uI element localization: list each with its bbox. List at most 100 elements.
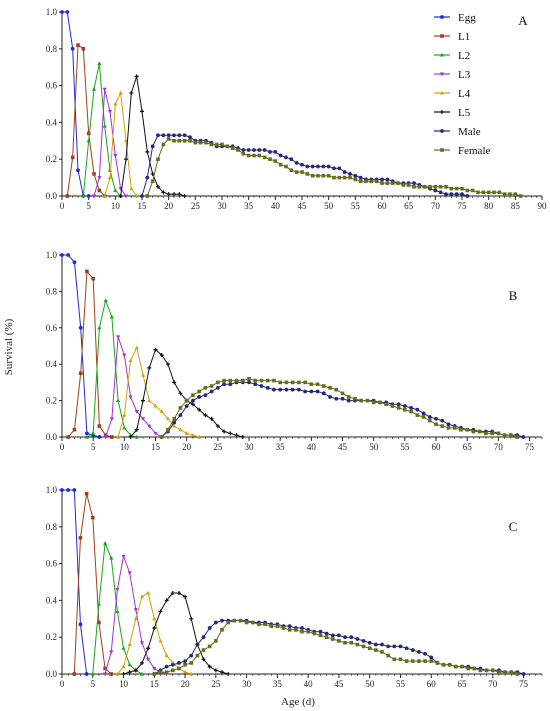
data-point xyxy=(164,653,169,658)
data-point xyxy=(315,389,320,394)
data-point xyxy=(309,382,314,387)
data-point xyxy=(220,618,224,623)
data-point xyxy=(236,148,240,152)
data-point xyxy=(172,380,177,385)
data-point xyxy=(198,140,203,145)
data-point xyxy=(253,382,258,387)
data-point xyxy=(116,398,121,403)
data-point xyxy=(471,429,476,434)
data-point xyxy=(238,618,243,623)
legend-label: L2 xyxy=(458,50,470,62)
series-line-l1 xyxy=(66,44,106,197)
x-tick-label: 25 xyxy=(211,679,221,689)
legend-label: L1 xyxy=(458,31,470,43)
data-point xyxy=(324,635,329,639)
data-point xyxy=(433,188,438,193)
data-point xyxy=(102,193,107,198)
x-tick-label: 40 xyxy=(304,679,314,689)
data-point xyxy=(128,395,133,400)
data-point xyxy=(232,618,237,623)
x-tick-label: 10 xyxy=(111,201,121,211)
data-point xyxy=(318,633,323,638)
data-point xyxy=(454,192,459,197)
data-point xyxy=(428,185,432,189)
legend: Egg L1 L2 L3 L4 L5 Male Female xyxy=(434,12,490,157)
data-point xyxy=(486,190,491,195)
series-l1 xyxy=(72,491,114,676)
data-point xyxy=(410,648,415,652)
data-point xyxy=(417,650,421,654)
data-point xyxy=(85,269,89,274)
data-point xyxy=(390,404,395,408)
data-point xyxy=(165,416,171,421)
data-point xyxy=(65,10,70,14)
legend-label: L3 xyxy=(458,69,471,81)
data-point xyxy=(300,170,304,174)
series-line-l2 xyxy=(82,63,122,197)
data-point xyxy=(460,186,464,191)
data-point xyxy=(177,661,181,665)
x-tick-label: 0 xyxy=(60,679,65,689)
data-point xyxy=(484,431,488,436)
data-point xyxy=(417,659,421,663)
series-l5 xyxy=(121,591,231,676)
data-point xyxy=(209,389,214,394)
data-point xyxy=(252,153,256,158)
data-point xyxy=(447,663,452,667)
data-point xyxy=(440,424,445,428)
data-point xyxy=(423,651,427,656)
x-tick-label: 45 xyxy=(338,442,348,452)
data-point xyxy=(459,427,463,432)
data-point xyxy=(278,162,283,167)
data-point xyxy=(127,642,132,647)
data-point xyxy=(91,86,97,91)
data-point xyxy=(134,427,139,432)
data-point xyxy=(481,190,486,195)
data-point xyxy=(72,488,77,492)
data-point xyxy=(359,398,364,403)
data-point xyxy=(156,184,160,189)
y-tick-label: 1.0 xyxy=(46,485,58,495)
x-tick-label: 5 xyxy=(91,679,96,689)
data-point xyxy=(153,403,158,408)
data-point xyxy=(401,183,406,187)
legend-marker xyxy=(440,15,444,19)
data-point xyxy=(152,666,157,671)
data-point xyxy=(97,325,102,330)
data-point xyxy=(133,668,138,673)
series-line-l4 xyxy=(117,346,200,438)
data-point xyxy=(158,609,163,614)
data-point xyxy=(122,353,127,358)
data-point xyxy=(328,386,332,390)
data-point xyxy=(296,387,301,392)
series-l2 xyxy=(90,541,145,676)
data-point xyxy=(287,628,292,632)
data-point xyxy=(124,157,128,162)
data-point xyxy=(406,183,411,187)
data-point xyxy=(268,157,272,161)
data-point xyxy=(139,641,145,646)
x-tick-label: 90 xyxy=(538,201,548,211)
data-point xyxy=(66,488,71,492)
data-point xyxy=(72,260,77,265)
data-point xyxy=(259,378,264,383)
data-point xyxy=(182,133,187,138)
x-tick-label: 40 xyxy=(307,442,317,452)
data-point xyxy=(222,378,226,383)
data-point xyxy=(97,620,101,625)
legend-item-l1: L1 xyxy=(434,31,470,43)
data-point xyxy=(153,431,158,436)
data-point xyxy=(353,396,357,401)
data-point xyxy=(361,644,366,649)
data-point xyxy=(84,672,89,676)
data-point xyxy=(121,664,126,669)
data-point xyxy=(396,406,401,410)
legend-marker xyxy=(440,34,444,38)
data-point xyxy=(434,416,438,421)
data-point xyxy=(220,142,224,147)
data-point xyxy=(380,642,384,647)
data-point xyxy=(182,669,188,674)
data-point xyxy=(145,175,150,180)
data-point xyxy=(84,491,89,496)
data-point xyxy=(396,402,401,407)
